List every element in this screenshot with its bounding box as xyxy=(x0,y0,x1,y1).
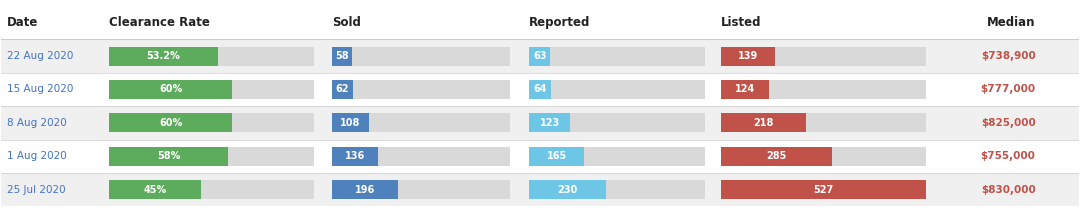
FancyBboxPatch shape xyxy=(721,180,926,199)
Text: Reported: Reported xyxy=(529,16,591,29)
FancyBboxPatch shape xyxy=(332,180,510,199)
FancyBboxPatch shape xyxy=(332,113,510,132)
FancyBboxPatch shape xyxy=(721,80,926,99)
Text: Listed: Listed xyxy=(721,16,761,29)
FancyBboxPatch shape xyxy=(529,113,705,132)
FancyBboxPatch shape xyxy=(332,147,378,166)
FancyBboxPatch shape xyxy=(721,147,926,166)
Text: 53.2%: 53.2% xyxy=(147,51,180,61)
FancyBboxPatch shape xyxy=(109,147,228,166)
Text: 196: 196 xyxy=(355,185,375,195)
FancyBboxPatch shape xyxy=(529,80,551,99)
Text: $825,000: $825,000 xyxy=(981,118,1036,128)
FancyBboxPatch shape xyxy=(721,113,926,132)
FancyBboxPatch shape xyxy=(529,147,705,166)
FancyBboxPatch shape xyxy=(332,80,510,99)
FancyBboxPatch shape xyxy=(109,113,314,132)
FancyBboxPatch shape xyxy=(529,147,584,166)
Text: $777,000: $777,000 xyxy=(981,85,1036,94)
FancyBboxPatch shape xyxy=(1,73,1079,106)
FancyBboxPatch shape xyxy=(529,47,705,66)
Text: 58: 58 xyxy=(335,51,349,61)
Text: Sold: Sold xyxy=(332,16,361,29)
FancyBboxPatch shape xyxy=(332,147,510,166)
Text: Median: Median xyxy=(987,16,1036,29)
FancyBboxPatch shape xyxy=(721,47,775,66)
FancyBboxPatch shape xyxy=(109,180,201,199)
FancyBboxPatch shape xyxy=(109,147,314,166)
FancyBboxPatch shape xyxy=(721,180,926,199)
FancyBboxPatch shape xyxy=(529,113,570,132)
FancyBboxPatch shape xyxy=(529,180,606,199)
FancyBboxPatch shape xyxy=(109,80,232,99)
FancyBboxPatch shape xyxy=(332,47,352,66)
Text: 60%: 60% xyxy=(159,118,183,128)
FancyBboxPatch shape xyxy=(721,147,832,166)
Text: $738,900: $738,900 xyxy=(981,51,1036,61)
FancyBboxPatch shape xyxy=(109,47,314,66)
FancyBboxPatch shape xyxy=(721,80,769,99)
Text: 45%: 45% xyxy=(144,185,166,195)
Text: 136: 136 xyxy=(345,151,365,161)
FancyBboxPatch shape xyxy=(1,173,1079,206)
FancyBboxPatch shape xyxy=(109,113,232,132)
FancyBboxPatch shape xyxy=(529,47,550,66)
Text: 108: 108 xyxy=(340,118,361,128)
FancyBboxPatch shape xyxy=(332,113,368,132)
FancyBboxPatch shape xyxy=(721,113,806,132)
Text: 139: 139 xyxy=(738,51,758,61)
FancyBboxPatch shape xyxy=(332,47,510,66)
Text: 63: 63 xyxy=(532,51,546,61)
Text: 62: 62 xyxy=(336,85,349,94)
FancyBboxPatch shape xyxy=(529,80,705,99)
Text: 60%: 60% xyxy=(159,85,183,94)
Text: 15 Aug 2020: 15 Aug 2020 xyxy=(6,85,73,94)
Text: 124: 124 xyxy=(734,85,755,94)
FancyBboxPatch shape xyxy=(332,80,353,99)
FancyBboxPatch shape xyxy=(109,180,314,199)
Text: $755,000: $755,000 xyxy=(981,151,1036,161)
Text: 230: 230 xyxy=(557,185,578,195)
Text: Clearance Rate: Clearance Rate xyxy=(109,16,210,29)
Text: 527: 527 xyxy=(813,185,834,195)
Text: 285: 285 xyxy=(766,151,786,161)
FancyBboxPatch shape xyxy=(332,180,399,199)
Text: 165: 165 xyxy=(546,151,567,161)
Text: Date: Date xyxy=(6,16,38,29)
Text: 22 Aug 2020: 22 Aug 2020 xyxy=(6,51,73,61)
Text: 64: 64 xyxy=(534,85,546,94)
Text: 8 Aug 2020: 8 Aug 2020 xyxy=(6,118,67,128)
Text: 218: 218 xyxy=(753,118,773,128)
FancyBboxPatch shape xyxy=(109,47,218,66)
Text: 1 Aug 2020: 1 Aug 2020 xyxy=(6,151,67,161)
FancyBboxPatch shape xyxy=(1,140,1079,173)
Text: 25 Jul 2020: 25 Jul 2020 xyxy=(6,185,66,195)
Text: $830,000: $830,000 xyxy=(981,185,1036,195)
FancyBboxPatch shape xyxy=(721,47,926,66)
FancyBboxPatch shape xyxy=(1,39,1079,73)
FancyBboxPatch shape xyxy=(1,106,1079,140)
FancyBboxPatch shape xyxy=(529,180,705,199)
Text: 123: 123 xyxy=(540,118,559,128)
Text: 58%: 58% xyxy=(157,151,180,161)
FancyBboxPatch shape xyxy=(109,80,314,99)
